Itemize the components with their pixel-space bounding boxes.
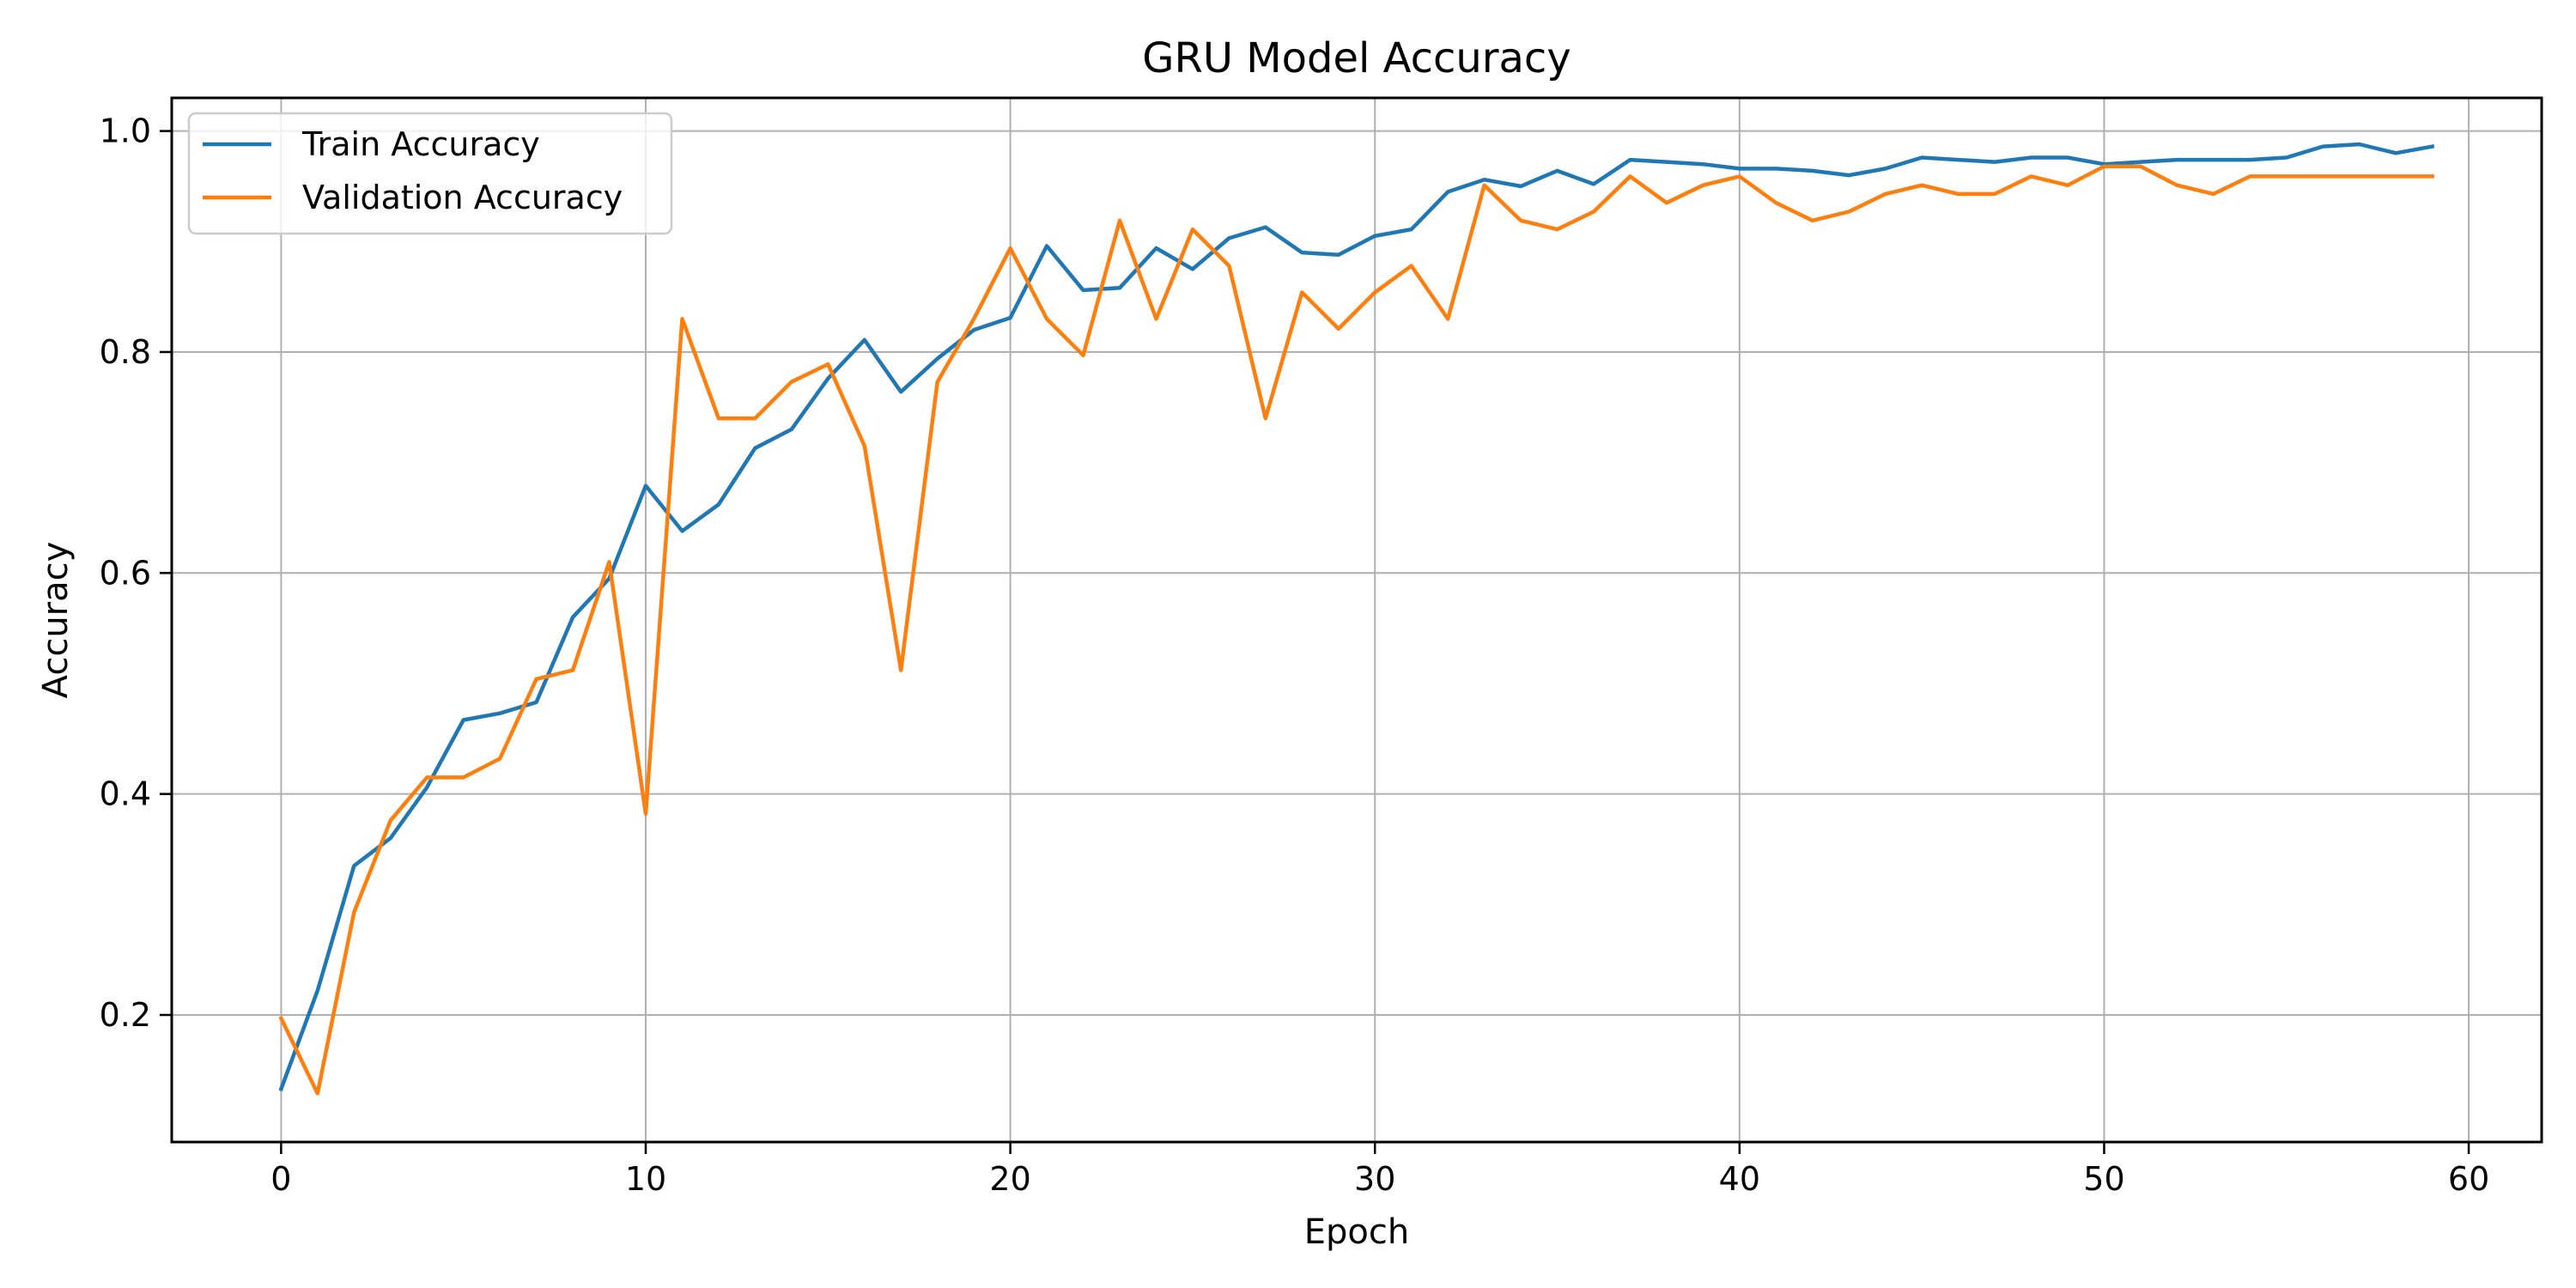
- legend-box: [187, 112, 673, 235]
- plot-frame: [170, 96, 2543, 1144]
- x-tick-label: 0: [270, 1160, 291, 1198]
- chart-title: GRU Model Accuracy: [1142, 34, 1571, 82]
- series-train: [278, 142, 2435, 1092]
- x-axis-ticks: 0 10 20 30 40 50 60: [270, 1142, 2489, 1198]
- x-tick-label: 60: [2448, 1160, 2489, 1198]
- y-tick-label: 0.8: [100, 333, 151, 371]
- legend: Train Accuracy Validation Accuracy: [187, 112, 673, 235]
- series-lines: [278, 142, 2435, 1096]
- series-line: [278, 164, 2434, 1096]
- y-tick-label: 0.6: [100, 554, 151, 592]
- legend-label: Train Accuracy: [301, 125, 540, 163]
- series-validation: [278, 164, 2434, 1096]
- x-tick-label: 50: [2083, 1160, 2124, 1198]
- grid-lines: [172, 98, 2542, 1142]
- x-tick-label: 30: [1354, 1160, 1395, 1198]
- y-tick-label: 1.0: [100, 112, 151, 150]
- y-tick-label: 0.2: [100, 996, 151, 1034]
- x-tick-label: 20: [989, 1160, 1030, 1198]
- y-axis-label: Accuracy: [36, 542, 76, 699]
- x-tick-label: 40: [1719, 1160, 1760, 1198]
- x-axis-label: Epoch: [1304, 1212, 1409, 1252]
- y-axis-ticks: 0.2 0.4 0.6 0.8 1.0: [100, 112, 172, 1034]
- x-tick-label: 10: [625, 1160, 666, 1198]
- y-tick-label: 0.4: [100, 775, 151, 813]
- series-line: [278, 142, 2435, 1092]
- legend-label: Validation Accuracy: [302, 179, 623, 216]
